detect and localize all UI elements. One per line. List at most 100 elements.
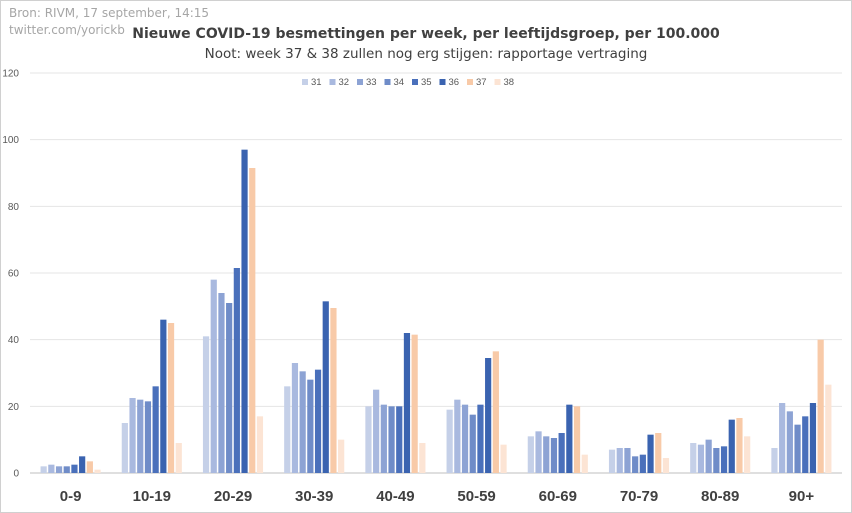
bar-70-79-week-34 — [632, 456, 639, 473]
bar-50-59-week-38 — [500, 444, 507, 473]
bar-30-39-week-34 — [307, 379, 314, 473]
y-tick-label: 100 — [2, 135, 19, 146]
bar-30-39-week-37 — [330, 308, 337, 473]
bar-60-69-week-32 — [535, 431, 542, 473]
chart-subtitle: Noot: week 37 & 38 zullen nog erg stijge… — [204, 46, 648, 62]
y-tick-label: 40 — [8, 335, 20, 346]
bar-10-19-week-37 — [167, 323, 175, 473]
x-tick-label: 80-89 — [701, 488, 739, 505]
bar-40-49-week-37 — [411, 334, 418, 473]
bar-0-9-week-36 — [79, 456, 86, 473]
bar-20-29-week-36 — [241, 149, 248, 473]
bar-50-59-week-36 — [485, 358, 492, 473]
bar-10-19-week-31 — [121, 423, 128, 473]
bar-20-29-week-33 — [218, 293, 225, 473]
bar-10-19-week-33 — [137, 399, 144, 473]
bar-20-29-week-35 — [233, 268, 240, 473]
bar-40-49-week-33 — [380, 404, 387, 473]
bar-80-89-week-35 — [720, 446, 728, 473]
bar-50-59-week-35 — [477, 404, 484, 473]
bar-60-69-week-36 — [566, 404, 573, 473]
bar-40-49-week-38 — [419, 443, 426, 473]
bar-0-9-week-31 — [40, 466, 47, 473]
bar-30-39-week-32 — [291, 363, 299, 473]
bar-10-19-week-36 — [160, 319, 167, 473]
x-tick-label: 20-29 — [214, 488, 252, 505]
legend-swatch-32 — [329, 79, 336, 85]
bar-0-9-week-35 — [71, 464, 78, 473]
bar-90+-week-34 — [794, 424, 801, 473]
source-line: Bron: RIVM, 17 september, 14:15 — [9, 6, 210, 20]
legend-label-34: 34 — [394, 77, 405, 88]
bar-20-29-week-37 — [249, 168, 256, 473]
bar-60-69-week-37 — [573, 406, 581, 473]
bar-70-79-week-31 — [608, 449, 616, 473]
legend-label-31: 31 — [311, 77, 322, 88]
bar-10-19-week-34 — [144, 401, 152, 473]
bar-90+-week-31 — [771, 448, 778, 473]
x-tick-label: 50-59 — [457, 488, 495, 505]
bar-70-79-week-37 — [655, 433, 662, 473]
x-tick-label: 30-39 — [295, 488, 333, 505]
bar-40-49-week-34 — [388, 406, 395, 473]
bar-60-69-week-34 — [550, 438, 558, 473]
legend-swatch-33 — [357, 79, 363, 85]
legend-swatch-34 — [384, 79, 391, 85]
bar-80-89-week-33 — [705, 439, 712, 473]
y-tick-label: 60 — [8, 269, 20, 280]
bar-60-69-week-31 — [527, 436, 534, 473]
legend-label-38: 38 — [504, 77, 515, 88]
y-tick-label: 20 — [8, 402, 20, 413]
x-tick-label: 70-79 — [620, 488, 658, 505]
bar-10-19-week-32 — [129, 398, 136, 473]
bar-90+-week-33 — [786, 411, 793, 473]
bar-30-39-week-31 — [284, 386, 291, 473]
bar-60-69-week-33 — [543, 436, 550, 473]
bar-50-59-week-33 — [461, 404, 469, 473]
bar-20-29-week-34 — [226, 303, 233, 473]
bar-0-9-week-37 — [86, 461, 93, 473]
bar-70-79-week-38 — [662, 458, 670, 473]
bar-70-79-week-36 — [647, 434, 654, 473]
bar-80-89-week-38 — [744, 436, 751, 473]
x-tick-label: 90+ — [789, 488, 815, 505]
legend-swatch-38 — [494, 79, 501, 85]
y-tick-label: 0 — [13, 469, 19, 480]
bar-50-59-week-32 — [454, 399, 461, 473]
bar-20-29-week-31 — [202, 336, 210, 473]
legend-label-37: 37 — [476, 77, 487, 88]
legend-label-33: 33 — [366, 77, 377, 88]
bar-80-89-week-37 — [736, 418, 743, 473]
bar-40-49-week-32 — [373, 389, 380, 473]
bar-0-9-week-34 — [63, 466, 70, 473]
bar-30-39-week-38 — [338, 439, 345, 473]
bar-10-19-week-35 — [152, 386, 159, 473]
bar-50-59-week-37 — [492, 351, 499, 473]
bar-90+-week-35 — [802, 416, 809, 473]
y-tick-label: 80 — [8, 202, 20, 213]
bar-30-39-week-36 — [322, 301, 329, 473]
bar-80-89-week-32 — [697, 444, 705, 473]
legend-swatch-35 — [412, 79, 418, 85]
legend-label-32: 32 — [339, 77, 350, 88]
x-tick-label: 40-49 — [376, 488, 414, 505]
x-tick-label: 60-69 — [539, 488, 577, 505]
bar-20-29-week-32 — [210, 279, 217, 473]
x-tick-label: 10-19 — [133, 488, 171, 505]
legend-swatch-31 — [302, 79, 308, 85]
bar-0-9-week-38 — [94, 469, 101, 473]
legend-label-36: 36 — [449, 77, 460, 88]
bar-90+-week-38 — [825, 384, 832, 473]
bar-60-69-week-38 — [581, 454, 588, 473]
bar-60-69-week-35 — [558, 433, 565, 473]
y-tick-label: 120 — [2, 69, 19, 80]
bar-10-19-week-38 — [175, 443, 182, 473]
bar-50-59-week-31 — [446, 409, 453, 473]
x-tick-label: 0-9 — [60, 488, 82, 505]
bar-80-89-week-34 — [713, 448, 720, 473]
bar-70-79-week-33 — [624, 448, 631, 473]
bar-90+-week-32 — [779, 403, 786, 473]
chart-title: Nieuwe COVID-19 besmettingen per week, p… — [132, 26, 720, 42]
bar-90+-week-36 — [809, 403, 817, 473]
